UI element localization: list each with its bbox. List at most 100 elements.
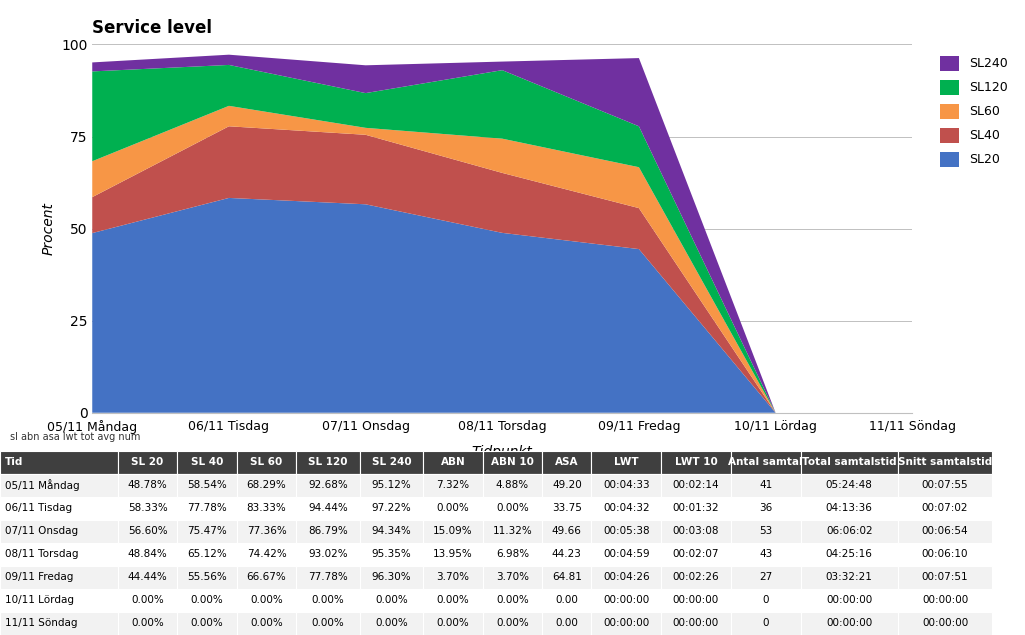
Bar <box>237 519 296 543</box>
Text: SL 60: SL 60 <box>250 457 283 467</box>
Bar <box>0 589 118 612</box>
Text: 49.66: 49.66 <box>551 526 582 537</box>
Bar <box>237 497 296 519</box>
Bar <box>731 451 801 474</box>
Bar <box>542 519 591 543</box>
Text: 00:00:00: 00:00:00 <box>826 618 872 629</box>
Bar <box>118 612 177 635</box>
Bar <box>296 543 360 566</box>
Text: Tid: Tid <box>5 457 24 467</box>
Bar <box>483 497 542 519</box>
Text: 00:02:26: 00:02:26 <box>672 572 720 582</box>
Bar <box>237 612 296 635</box>
Bar <box>177 589 237 612</box>
Text: 3.70%: 3.70% <box>496 572 529 582</box>
Text: 55.56%: 55.56% <box>188 572 227 582</box>
Text: Antal samtal: Antal samtal <box>729 457 803 467</box>
Text: 7.32%: 7.32% <box>437 480 469 490</box>
Text: 07/11 Onsdag: 07/11 Onsdag <box>5 526 78 537</box>
Bar <box>360 543 423 566</box>
Text: 49.20: 49.20 <box>551 480 582 490</box>
Text: 94.34%: 94.34% <box>372 526 411 537</box>
Bar <box>0 543 118 566</box>
Text: 0.00%: 0.00% <box>312 618 344 629</box>
Bar <box>483 612 542 635</box>
Text: 0.00: 0.00 <box>556 618 578 629</box>
Bar <box>118 589 177 612</box>
Bar <box>591 612 661 635</box>
Text: 00:00:00: 00:00:00 <box>603 596 650 605</box>
Bar <box>177 519 237 543</box>
Text: ABN 10: ABN 10 <box>491 457 534 467</box>
Text: 74.42%: 74.42% <box>247 549 286 559</box>
Bar <box>661 566 731 589</box>
Text: SL 120: SL 120 <box>309 457 347 467</box>
Text: 0: 0 <box>763 618 769 629</box>
Text: 0.00%: 0.00% <box>375 596 408 605</box>
Text: 48.78%: 48.78% <box>128 480 167 490</box>
Bar <box>423 612 483 635</box>
Bar <box>731 497 801 519</box>
Bar <box>296 612 360 635</box>
Bar <box>0 497 118 519</box>
Text: 0.00%: 0.00% <box>496 596 529 605</box>
Bar <box>661 543 731 566</box>
Bar <box>591 589 661 612</box>
Bar <box>801 543 898 566</box>
Text: 0.00%: 0.00% <box>437 618 469 629</box>
Text: 0.00%: 0.00% <box>496 503 529 513</box>
Text: 0.00%: 0.00% <box>250 596 283 605</box>
Bar <box>423 543 483 566</box>
Bar <box>542 451 591 474</box>
Text: 0.00%: 0.00% <box>312 596 344 605</box>
Bar <box>591 519 661 543</box>
Bar <box>801 612 898 635</box>
Text: 64.81: 64.81 <box>551 572 582 582</box>
Bar <box>731 566 801 589</box>
Bar <box>483 474 542 497</box>
Bar <box>360 589 423 612</box>
Bar <box>483 589 542 612</box>
Text: 00:00:00: 00:00:00 <box>921 596 969 605</box>
Bar <box>237 589 296 612</box>
Bar <box>661 589 731 612</box>
Text: 44.44%: 44.44% <box>128 572 167 582</box>
Text: 58.54%: 58.54% <box>188 480 227 490</box>
Bar <box>483 566 542 589</box>
Text: 3.70%: 3.70% <box>437 572 469 582</box>
Bar <box>296 519 360 543</box>
Text: 68.29%: 68.29% <box>247 480 286 490</box>
Text: 6.98%: 6.98% <box>496 549 529 559</box>
Text: 77.78%: 77.78% <box>309 572 347 582</box>
Bar <box>118 566 177 589</box>
Text: LWT: LWT <box>614 457 639 467</box>
Bar <box>483 451 542 474</box>
Bar <box>591 543 661 566</box>
Text: 75.47%: 75.47% <box>188 526 227 537</box>
Bar <box>661 612 731 635</box>
Legend: SL240, SL120, SL60, SL40, SL20: SL240, SL120, SL60, SL40, SL20 <box>935 51 1013 172</box>
Text: 0.00%: 0.00% <box>191 596 223 605</box>
Bar <box>542 589 591 612</box>
Bar <box>237 543 296 566</box>
Bar <box>237 451 296 474</box>
Bar <box>423 566 483 589</box>
Bar <box>177 474 237 497</box>
Bar <box>898 566 992 589</box>
Text: 06/11 Tisdag: 06/11 Tisdag <box>5 503 72 513</box>
Bar <box>0 519 118 543</box>
Text: 00:06:54: 00:06:54 <box>921 526 969 537</box>
Bar <box>360 519 423 543</box>
Bar <box>898 519 992 543</box>
Bar <box>177 612 237 635</box>
Bar <box>118 543 177 566</box>
Bar <box>0 612 118 635</box>
Bar <box>898 543 992 566</box>
Bar <box>360 451 423 474</box>
Text: 0.00%: 0.00% <box>437 503 469 513</box>
Text: 86.79%: 86.79% <box>309 526 347 537</box>
Text: 0.00%: 0.00% <box>375 618 408 629</box>
Text: 95.35%: 95.35% <box>372 549 411 559</box>
Text: 36: 36 <box>760 503 772 513</box>
Bar <box>118 474 177 497</box>
